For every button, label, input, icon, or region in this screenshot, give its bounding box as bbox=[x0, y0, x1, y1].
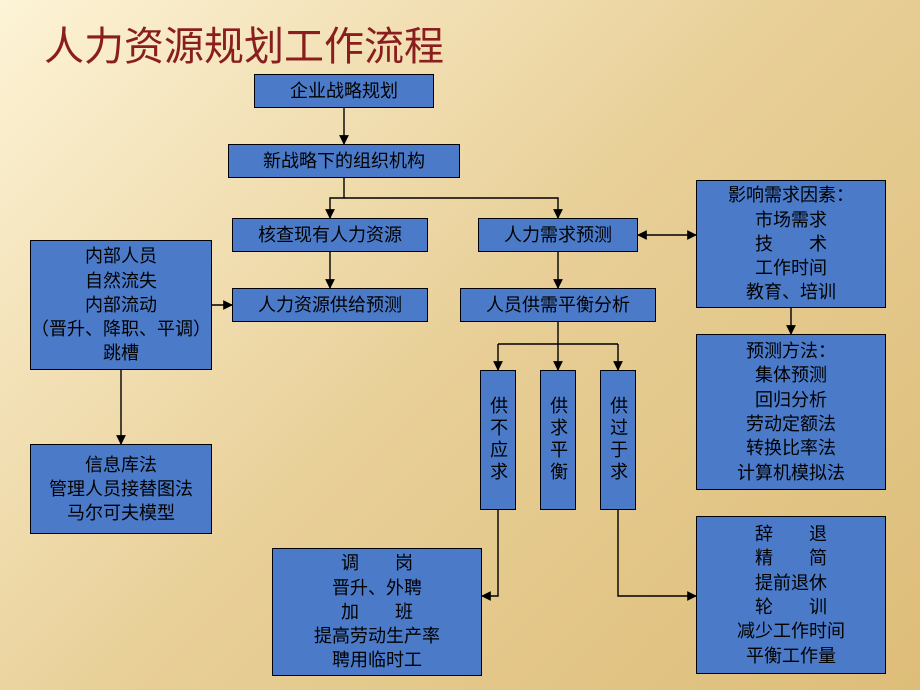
page-title: 人力资源规划工作流程 bbox=[44, 14, 444, 72]
flow-node-n11: 调 岗 晋升、外聘 加 班 提高劳动生产率 聘用临时工 bbox=[272, 548, 482, 676]
flow-node-v2: 供求平衡 bbox=[540, 370, 576, 510]
flow-node-n5: 人力资源供给预测 bbox=[232, 288, 428, 322]
flow-node-n10: 预测方法： 集体预测 回归分析 劳动定额法 转换比率法 计算机模拟法 bbox=[696, 334, 886, 490]
flow-node-n9: 影响需求因素： 市场需求 技 术 工作时间 教育、培训 bbox=[696, 180, 886, 308]
flow-node-n1: 企业战略规划 bbox=[254, 74, 434, 108]
flow-node-v1: 供不应求 bbox=[480, 370, 516, 510]
diagram-stage: 人力资源规划工作流程 企业战略规划新战略下的组织机构核查现有人力资源 人力需求预测… bbox=[0, 0, 920, 690]
flow-node-n4: 人力需求预测 bbox=[478, 218, 638, 252]
flow-node-n3: 核查现有人力资源 bbox=[232, 218, 428, 252]
flow-node-n8: 信息库法 管理人员接替图法 马尔可夫模型 bbox=[30, 444, 212, 534]
flow-node-v3: 供过于求 bbox=[600, 370, 636, 510]
flow-node-n12: 辞 退 精 简 提前退休 轮 训 减少工作时间 平衡工作量 bbox=[696, 516, 886, 674]
flow-node-n7: 内部人员 自然流失 内部流动 （晋升、降职、平调） 跳槽 bbox=[30, 240, 212, 370]
flow-node-n6: 人员供需平衡分析 bbox=[460, 288, 656, 322]
flow-node-n2: 新战略下的组织机构 bbox=[228, 144, 460, 178]
